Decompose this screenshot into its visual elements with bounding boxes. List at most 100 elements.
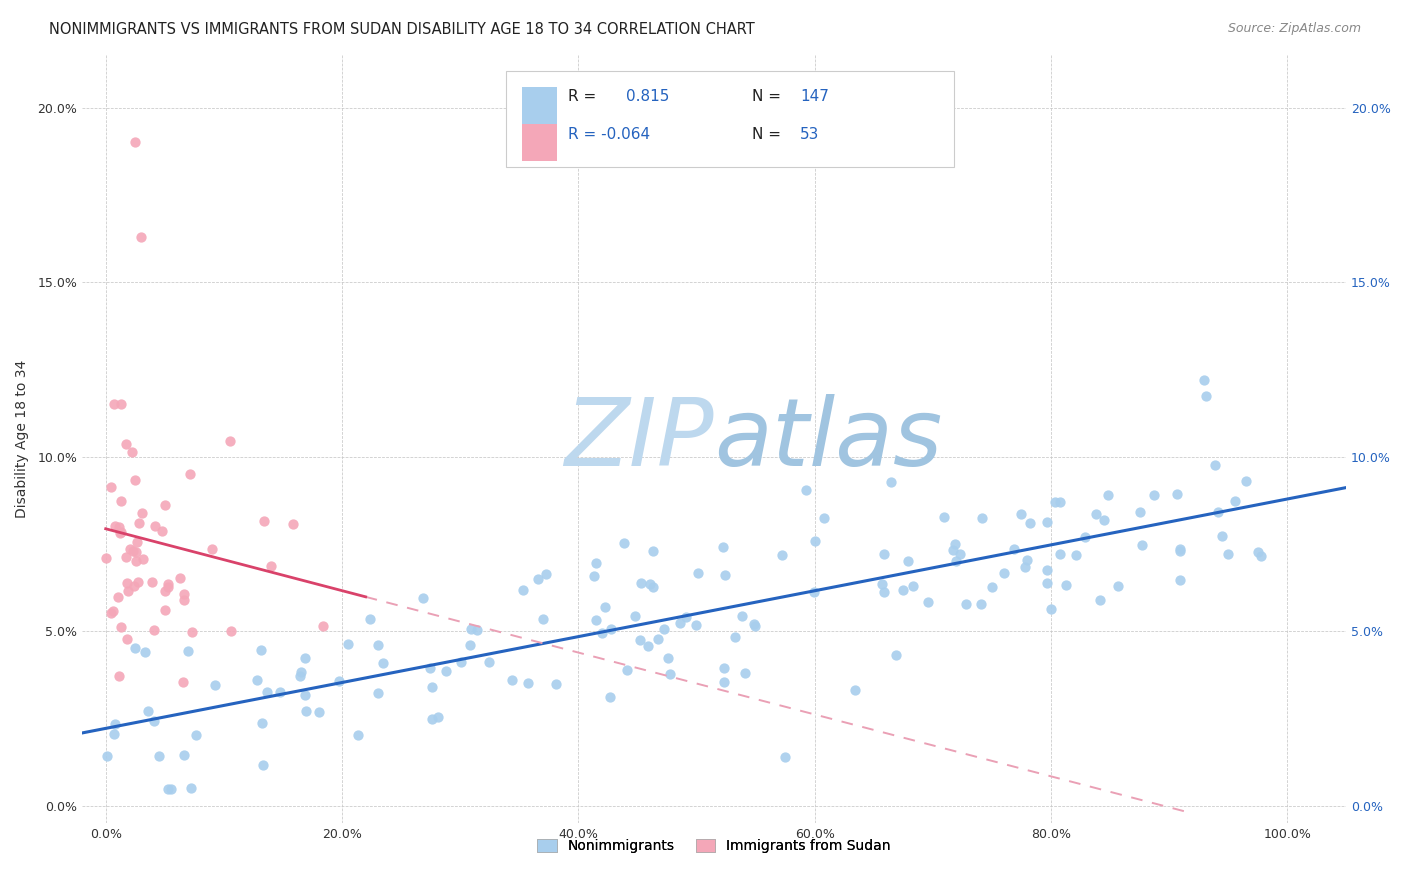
Point bbox=[1166, 486, 1188, 500]
Point bbox=[110, 620, 132, 634]
Point bbox=[1097, 488, 1119, 502]
Point bbox=[501, 673, 523, 687]
Point bbox=[478, 655, 501, 669]
Point bbox=[172, 674, 194, 689]
Point bbox=[714, 568, 737, 582]
Point bbox=[585, 556, 607, 570]
Point bbox=[290, 669, 312, 683]
Point bbox=[945, 537, 967, 551]
Text: ZIP: ZIP bbox=[565, 393, 714, 484]
Point bbox=[100, 480, 122, 494]
Point bbox=[668, 615, 690, 630]
Point bbox=[269, 685, 291, 699]
Point bbox=[1036, 562, 1059, 576]
Point bbox=[1208, 505, 1230, 519]
Point bbox=[1040, 602, 1063, 616]
Point bbox=[107, 669, 129, 683]
Point bbox=[1002, 541, 1025, 556]
Point bbox=[942, 543, 965, 558]
Point bbox=[141, 574, 163, 589]
Point bbox=[917, 595, 939, 609]
Point bbox=[373, 657, 395, 671]
Point bbox=[246, 673, 269, 688]
Point bbox=[970, 597, 993, 611]
Point bbox=[1014, 560, 1036, 574]
Point bbox=[1054, 578, 1077, 592]
Point bbox=[312, 619, 335, 633]
Point bbox=[593, 600, 616, 615]
Point bbox=[131, 506, 153, 520]
Point bbox=[630, 575, 652, 590]
Point bbox=[1084, 507, 1107, 521]
Point bbox=[641, 543, 664, 558]
Point bbox=[724, 630, 747, 644]
Point bbox=[1073, 530, 1095, 544]
Point bbox=[897, 554, 920, 568]
Point bbox=[534, 566, 557, 581]
Point bbox=[873, 547, 896, 561]
Point bbox=[117, 583, 139, 598]
Text: Source: ZipAtlas.com: Source: ZipAtlas.com bbox=[1227, 22, 1361, 36]
Point bbox=[422, 680, 444, 694]
Point bbox=[993, 566, 1015, 580]
Point bbox=[880, 475, 903, 489]
Point bbox=[294, 688, 316, 702]
Point bbox=[115, 632, 138, 647]
Point bbox=[531, 612, 554, 626]
Text: 0.815: 0.815 bbox=[626, 89, 669, 104]
Point bbox=[252, 757, 274, 772]
Point bbox=[104, 519, 127, 533]
Point bbox=[873, 585, 896, 599]
Point bbox=[949, 547, 972, 561]
Point bbox=[1088, 592, 1111, 607]
Point bbox=[1064, 548, 1087, 562]
Point bbox=[591, 626, 613, 640]
Point bbox=[1223, 494, 1246, 508]
FancyBboxPatch shape bbox=[522, 87, 557, 124]
Point bbox=[1010, 507, 1032, 521]
Point bbox=[1168, 541, 1191, 556]
Point bbox=[184, 728, 207, 742]
Point bbox=[204, 678, 226, 692]
Point bbox=[1194, 373, 1216, 387]
Point bbox=[108, 525, 131, 540]
Point bbox=[460, 639, 482, 653]
Point bbox=[153, 602, 176, 616]
Point bbox=[1036, 515, 1059, 529]
Point bbox=[157, 781, 180, 796]
Point bbox=[884, 648, 907, 662]
Point bbox=[283, 516, 305, 531]
Point bbox=[803, 584, 825, 599]
Point bbox=[346, 728, 368, 742]
Point bbox=[891, 583, 914, 598]
Point bbox=[637, 639, 659, 653]
Point bbox=[981, 580, 1004, 594]
Point bbox=[872, 576, 894, 591]
Point bbox=[219, 624, 242, 639]
Point bbox=[1170, 544, 1192, 558]
Point bbox=[107, 590, 129, 604]
Point bbox=[770, 548, 793, 562]
Point bbox=[107, 520, 129, 534]
Point bbox=[260, 558, 283, 573]
Point bbox=[412, 591, 434, 605]
Point bbox=[152, 524, 174, 539]
Point bbox=[713, 674, 735, 689]
Point bbox=[157, 577, 180, 591]
Point bbox=[328, 673, 350, 688]
Point bbox=[652, 623, 675, 637]
Point bbox=[125, 545, 148, 559]
Point bbox=[367, 638, 389, 652]
Point bbox=[290, 665, 312, 680]
Y-axis label: Disability Age 18 to 34: Disability Age 18 to 34 bbox=[15, 360, 30, 518]
Point bbox=[128, 516, 150, 530]
Point bbox=[744, 619, 766, 633]
Point bbox=[125, 535, 148, 549]
Point bbox=[256, 685, 278, 699]
Point bbox=[148, 749, 170, 764]
Point bbox=[1234, 474, 1257, 488]
Point bbox=[143, 519, 166, 533]
Point bbox=[1250, 549, 1272, 563]
Point bbox=[427, 710, 450, 724]
Point bbox=[624, 609, 647, 624]
